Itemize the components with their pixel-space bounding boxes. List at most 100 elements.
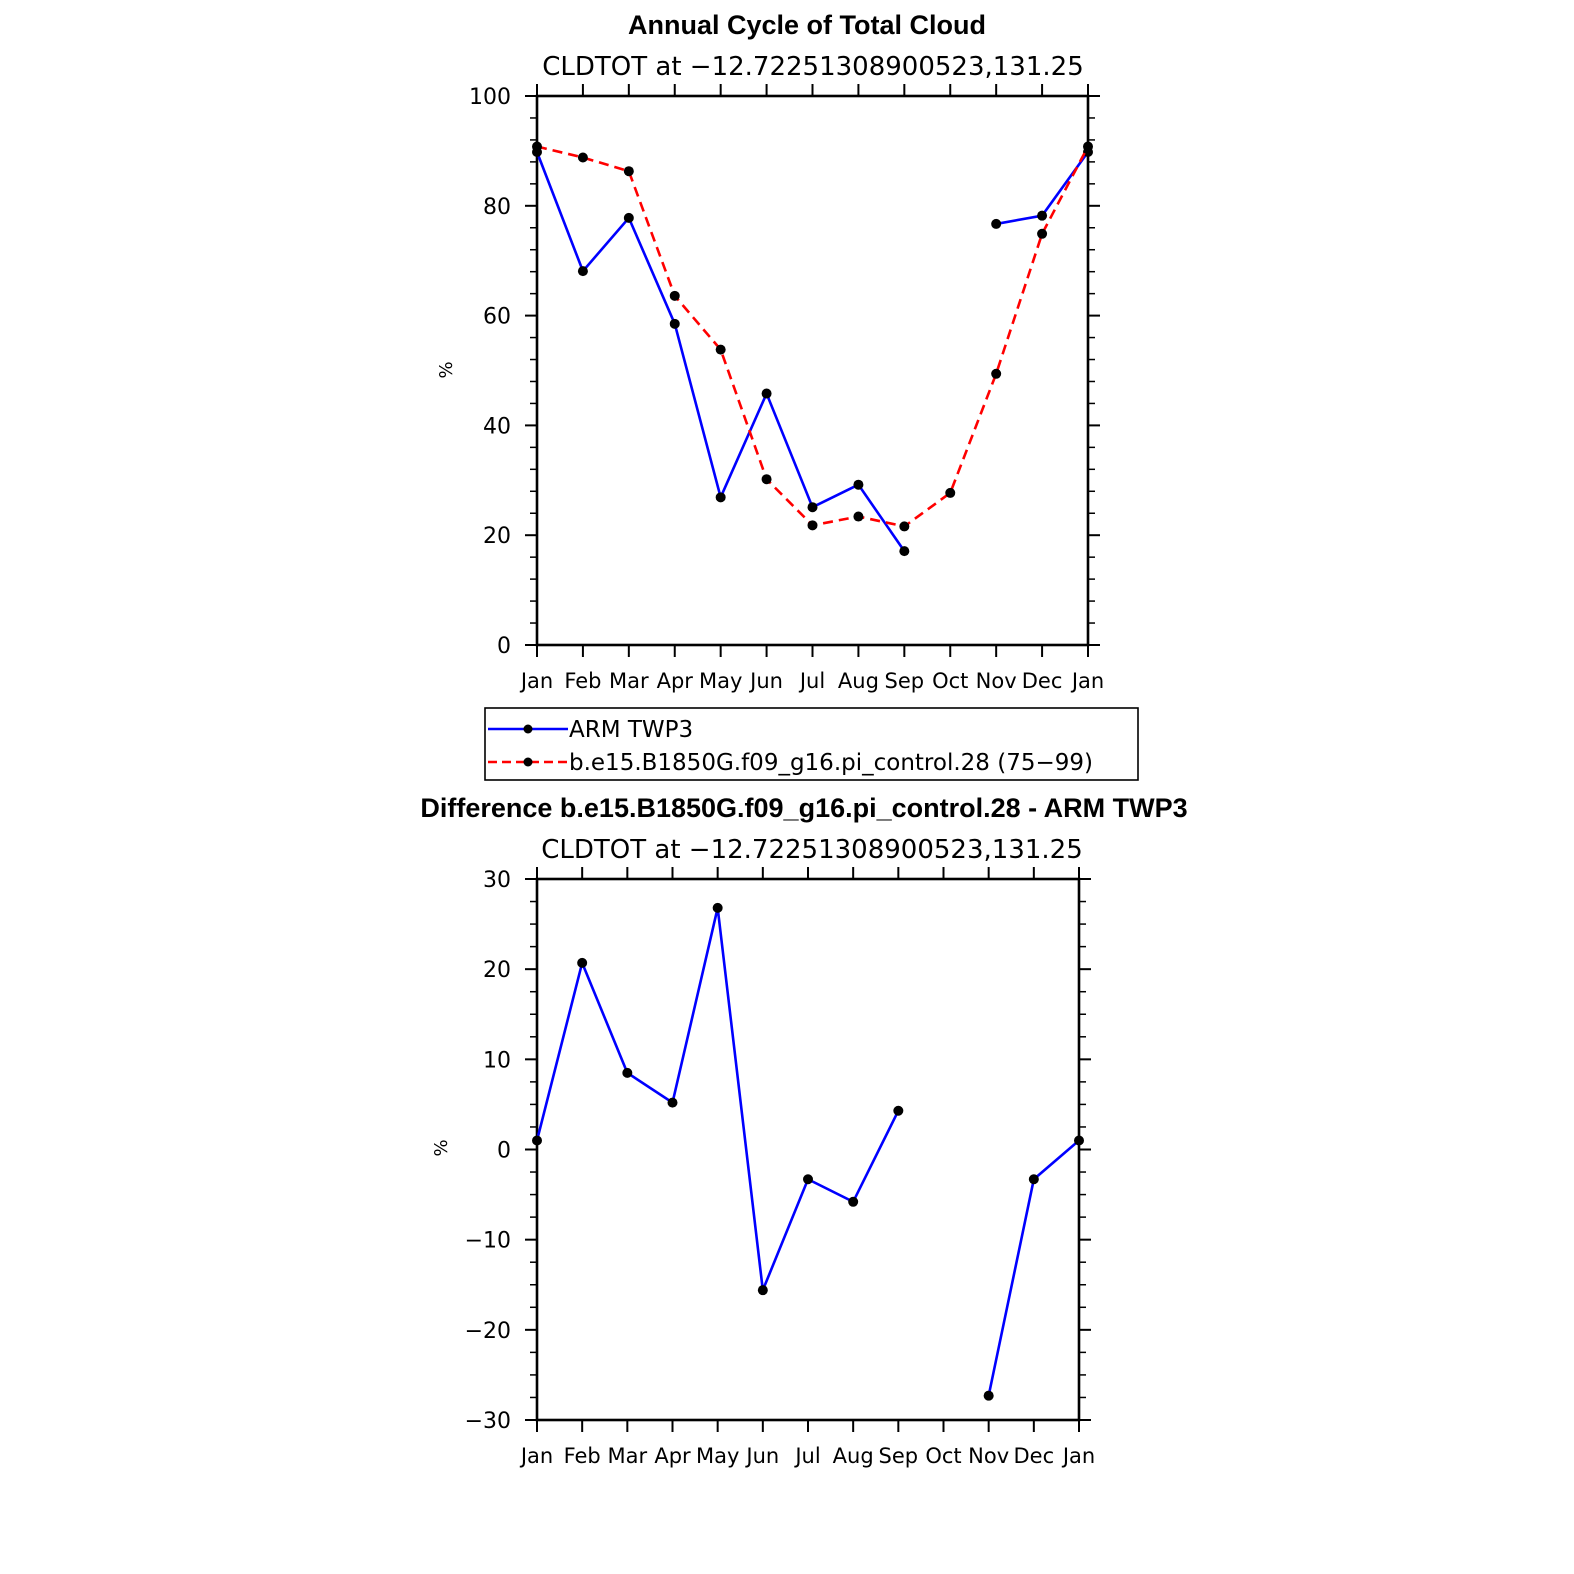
x-tick-label: Oct — [925, 1444, 961, 1468]
y-tick-label: 0 — [497, 634, 511, 659]
y-tick-label: 20 — [483, 524, 511, 549]
y-tick-label: 60 — [483, 305, 511, 330]
data-point — [715, 492, 726, 503]
data-point — [1074, 1135, 1084, 1146]
series-line — [535, 907, 900, 1291]
x-tick-label: Mar — [609, 669, 649, 693]
plot-frame — [535, 94, 1090, 647]
data-point — [853, 479, 864, 490]
data-point — [669, 318, 680, 329]
y-tick-label: 100 — [469, 85, 511, 110]
x-tick-label: Mar — [608, 1444, 648, 1468]
y-tick-label: −10 — [465, 1229, 511, 1254]
x-tick-label: Jul — [798, 669, 825, 693]
data-point — [577, 152, 588, 163]
x-tick-label: Jan — [519, 1444, 553, 1468]
data-point — [532, 141, 542, 152]
y-tick-label: −30 — [465, 1409, 511, 1434]
data-point — [893, 1105, 904, 1116]
data-point — [983, 1390, 994, 1401]
x-tick-label: Oct — [932, 669, 968, 693]
data-point — [761, 474, 772, 485]
y-tick-label: 0 — [497, 1139, 511, 1164]
chart1-series-group — [532, 141, 1093, 557]
chart1-ylabel: % — [436, 361, 457, 378]
data-point — [1037, 228, 1048, 239]
data-point — [899, 546, 910, 557]
data-point — [807, 520, 818, 531]
x-tick-label: Apr — [654, 1444, 691, 1468]
x-tick-label: Jan — [1070, 669, 1104, 693]
x-tick-label: Jun — [744, 1444, 779, 1468]
chart2-title: Difference b.e15.B1850G.f09_g16.pi_contr… — [420, 793, 1187, 823]
data-point — [991, 218, 1002, 229]
y-tick-label: 30 — [483, 868, 511, 893]
plot-frame — [535, 877, 1081, 1422]
data-point — [715, 344, 726, 355]
data-point — [669, 290, 680, 301]
x-tick-label: Dec — [1022, 669, 1063, 693]
data-point — [757, 1285, 768, 1296]
y-tick-label: 40 — [483, 414, 511, 439]
y-tick-label: 80 — [483, 195, 511, 220]
x-tick-label: May — [699, 669, 742, 693]
data-point — [899, 521, 910, 532]
data-point — [1028, 1174, 1039, 1185]
data-point — [577, 957, 588, 968]
y-tick-label: 20 — [483, 958, 511, 983]
x-tick-label: Nov — [976, 669, 1017, 693]
x-tick-label: Sep — [879, 1444, 919, 1468]
x-tick-label: Apr — [657, 669, 694, 693]
legend: ARM TWP3 b.e15.B1850G.f09_g16.pi_control… — [484, 707, 1139, 781]
x-tick-label: Nov — [968, 1444, 1009, 1468]
legend-box — [484, 707, 1139, 781]
data-point — [803, 1174, 813, 1185]
chart1-title: Annual Cycle of Total Cloud — [628, 10, 986, 40]
data-point — [945, 487, 956, 498]
data-point — [622, 1067, 633, 1078]
chart1-axes: Jan Feb Mar Apr May Jun Jul Aug Sep Oct Nov Dec Jan 0… — [469, 84, 1104, 693]
x-tick-label: Jan — [1061, 1444, 1095, 1468]
x-tick-label: Aug — [833, 1444, 874, 1468]
chart1-subtitle: CLDTOT at −12.72251308900523,131.25 — [542, 52, 1084, 82]
x-tick-label: Aug — [838, 669, 879, 693]
data-point — [1083, 141, 1093, 152]
x-tick-label: Feb — [564, 669, 601, 693]
series-0 — [532, 902, 1084, 1401]
data-point — [577, 266, 588, 277]
x-tick-label: Jan — [519, 669, 553, 693]
data-point — [532, 1135, 542, 1146]
annual-cycle-chart: Annual Cycle of Total Cloud CLDTOT at −1… — [436, 10, 1104, 693]
data-point — [853, 511, 864, 522]
series-1 — [532, 141, 1093, 532]
x-tick-label: Feb — [564, 1444, 601, 1468]
chart2-subtitle: CLDTOT at −12.72251308900523,131.25 — [541, 835, 1083, 865]
difference-chart: Difference b.e15.B1850G.f09_g16.pi_contr… — [420, 793, 1187, 1468]
series-0 — [532, 146, 1093, 557]
chart2-series-group — [532, 902, 1084, 1401]
chart2-ylabel: % — [431, 1139, 452, 1156]
x-tick-label: Jun — [748, 669, 783, 693]
chart2-axes: Jan Feb Mar Apr May Jun Jul Aug Sep Oct Nov Dec Jan−… — [465, 867, 1095, 1468]
x-tick-label: Jul — [793, 1444, 820, 1468]
x-tick-label: Dec — [1014, 1444, 1055, 1468]
data-point — [1037, 210, 1048, 221]
series-line — [536, 145, 1090, 528]
data-point — [807, 502, 818, 513]
x-tick-label: Sep — [885, 669, 925, 693]
y-tick-label: 10 — [483, 1048, 511, 1073]
data-point — [848, 1196, 859, 1207]
legend-label-arm: ARM TWP3 — [569, 717, 693, 743]
data-point — [761, 388, 772, 399]
data-point — [623, 166, 634, 177]
data-point — [623, 212, 634, 223]
legend-label-model: b.e15.B1850G.f09_g16.pi_control.28 (75−9… — [569, 750, 1093, 776]
data-point — [712, 902, 723, 913]
data-point — [667, 1097, 678, 1108]
data-point — [991, 368, 1002, 379]
legend-marker-model — [523, 757, 533, 767]
x-tick-label: May — [696, 1444, 739, 1468]
legend-marker-arm — [523, 724, 533, 734]
y-tick-label: −20 — [465, 1319, 511, 1344]
